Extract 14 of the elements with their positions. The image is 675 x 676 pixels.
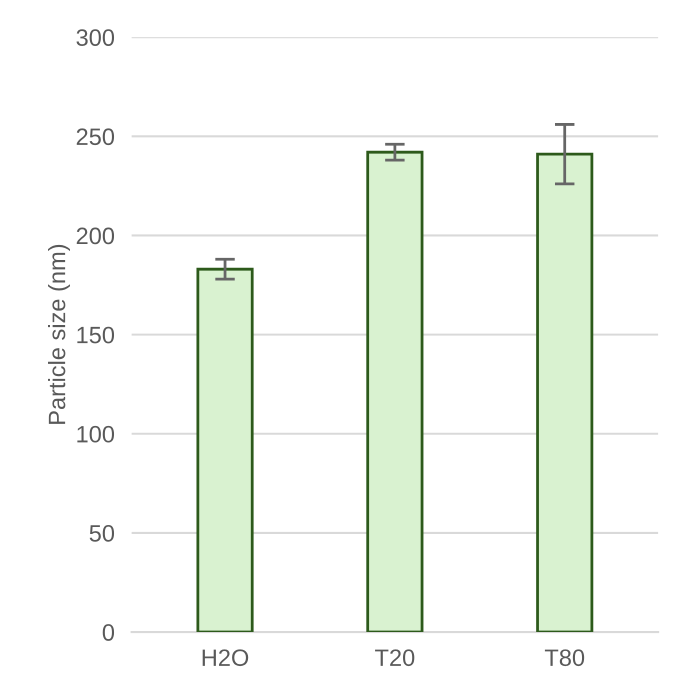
y-tick-label: 200 <box>76 228 114 244</box>
y-tick-label: 0 <box>102 624 114 641</box>
y-tick-label: 250 <box>76 128 114 146</box>
bar <box>366 150 424 632</box>
y-tick-label: 50 <box>90 524 114 542</box>
y-tick-label: 150 <box>77 326 114 344</box>
y-axis-title: Particle size (nm) <box>48 244 70 424</box>
x-tick-label: T80 <box>544 649 584 666</box>
y-tick-label: 100 <box>77 426 114 443</box>
y-tick-label: 300 <box>76 29 114 46</box>
x-tick-label: T20 <box>375 649 414 666</box>
bar <box>196 268 254 632</box>
x-tick-label: H2O <box>202 649 248 666</box>
bar <box>536 152 594 632</box>
